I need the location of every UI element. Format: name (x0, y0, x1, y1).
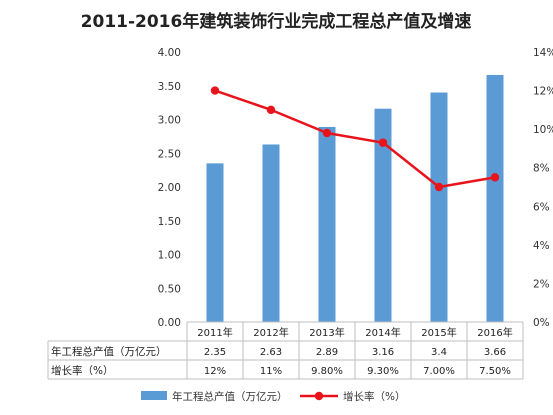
bar (206, 163, 224, 322)
legend-label: 年工程总产值（万亿元） (172, 390, 288, 403)
growth-point (322, 128, 332, 138)
table-row-label: 增长率（%） (51, 364, 113, 377)
x-tick-label: 2011年 (197, 326, 232, 339)
data-table: 2011年 2012年 2013年 2014年 2015年 2016年年工程总产值（万亿元… (47, 321, 524, 380)
y-right-tick-label: 6% (533, 201, 550, 213)
data-label: 9.30% (367, 366, 399, 377)
data-label: 2.35 (204, 347, 226, 358)
legend-swatch-bar (141, 391, 167, 400)
bar (430, 92, 448, 322)
y-left-tick-label: 0.50 (158, 283, 181, 295)
x-tick-label: 2016年 (477, 326, 512, 339)
line-series (210, 86, 500, 192)
bar (374, 108, 392, 322)
bar-series (206, 74, 504, 322)
x-tick-label: 2013年 (309, 326, 344, 339)
y-right-tick-label: 4% (533, 240, 550, 252)
data-label: 3.4 (431, 347, 447, 358)
data-label: 2.89 (316, 347, 338, 358)
table-row-label: 年工程总产值（万亿元） (51, 345, 167, 358)
x-tick-label: 2015年 (421, 326, 456, 339)
bar (486, 74, 504, 322)
y-right-axis: 0% 2% 4% 6% 8% 10% 12% 14% (533, 47, 553, 329)
legend: 年工程总产值（万亿元） 增长率（%） (141, 390, 405, 403)
data-label: 7.00% (423, 366, 455, 377)
y-left-tick-label: 3.50 (158, 81, 181, 93)
y-right-tick-label: 10% (533, 124, 553, 136)
legend-swatch-marker (314, 391, 324, 401)
y-left-tick-label: 4.00 (158, 47, 181, 59)
y-left-tick-label: 2.00 (158, 182, 181, 194)
bar (262, 144, 280, 322)
growth-point (490, 173, 500, 182)
growth-line (214, 89, 496, 189)
data-label: 3.16 (372, 347, 394, 358)
y-left-tick-label: 0.00 (158, 317, 181, 329)
data-label: 3.66 (484, 347, 506, 358)
growth-point (378, 138, 388, 147)
y-left-tick-label: 1.00 (158, 250, 181, 262)
y-left-tick-label: 3.00 (158, 115, 181, 127)
y-right-tick-label: 0% (533, 317, 550, 329)
data-label: 9.80% (311, 366, 343, 377)
bar (318, 126, 336, 322)
growth-point (210, 86, 220, 95)
x-tick-label: 2014年 (365, 326, 400, 339)
data-label: 2.63 (260, 347, 282, 358)
y-right-tick-label: 8% (533, 163, 550, 175)
legend-label: 增长率（%） (343, 390, 405, 403)
y-right-tick-label: 12% (533, 86, 553, 98)
y-left-tick-label: 1.50 (158, 216, 181, 228)
data-label: 7.50% (479, 366, 511, 377)
y-left-axis: 0.00 0.50 1.00 1.50 2.00 2.50 3.00 3.50 4.00 (158, 47, 181, 329)
y-right-tick-label: 14% (533, 47, 553, 59)
growth-point (266, 105, 276, 115)
x-tick-label: 2012年 (253, 326, 288, 339)
y-left-tick-label: 2.50 (158, 148, 181, 160)
chart-title: 2011-2016年建筑装饰行业完成工程总产值及增速 (81, 11, 472, 32)
data-label: 12% (204, 366, 226, 377)
data-label: 11% (260, 366, 282, 377)
growth-point (434, 182, 444, 192)
y-right-tick-label: 2% (533, 278, 550, 290)
